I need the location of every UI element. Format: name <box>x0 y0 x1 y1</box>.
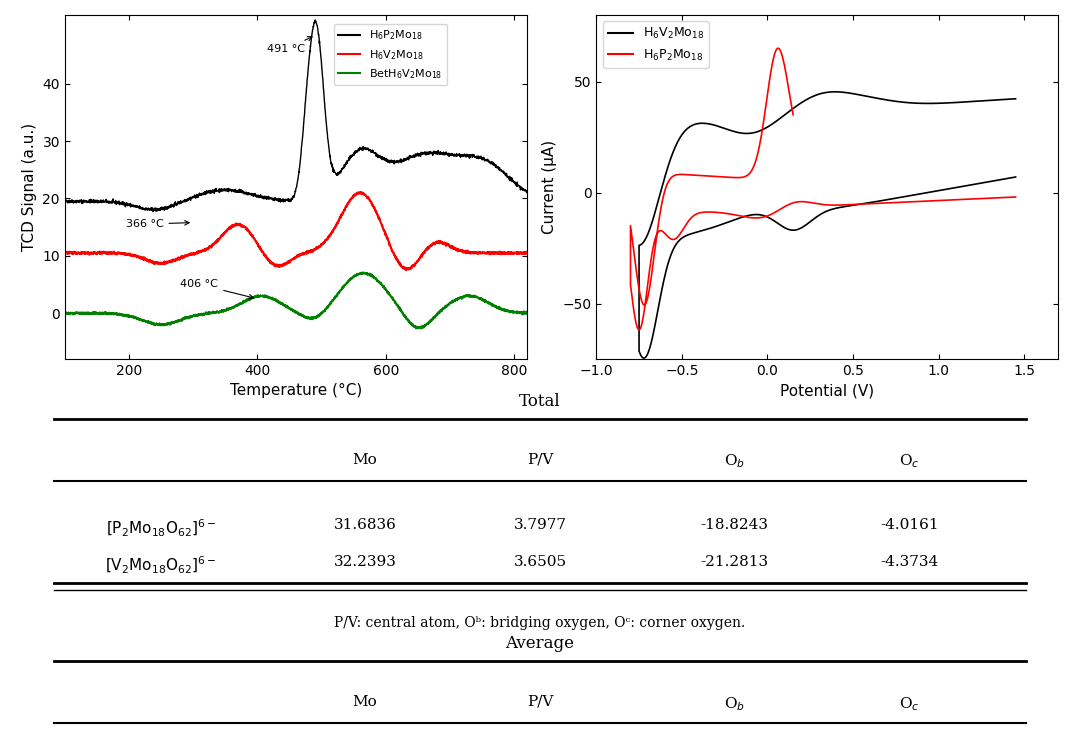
Text: O$_b$: O$_b$ <box>724 453 745 470</box>
Text: Total: Total <box>519 393 561 410</box>
Text: P/V: P/V <box>527 695 553 709</box>
Legend: $\mathrm{H_6P_2Mo_{18}}$, $\mathrm{H_6V_2Mo_{18}}$, $\mathrm{BetH_6V_2Mo_{18}}$: $\mathrm{H_6P_2Mo_{18}}$, $\mathrm{H_6V_… <box>334 24 447 85</box>
Text: $[\mathrm{V_2Mo_{18}O_{62}}]^{6-}$: $[\mathrm{V_2Mo_{18}O_{62}}]^{6-}$ <box>105 555 217 577</box>
Text: -18.8243: -18.8243 <box>701 518 768 532</box>
Text: P/V: P/V <box>527 453 553 467</box>
Text: P/V: central atom, Oᵇ: bridging oxygen, Oᶜ: corner oxygen.: P/V: central atom, Oᵇ: bridging oxygen, … <box>335 616 745 631</box>
Text: O$_c$: O$_c$ <box>900 695 919 713</box>
Text: -4.3734: -4.3734 <box>880 555 939 569</box>
Text: Mo: Mo <box>353 695 377 709</box>
Text: 32.2393: 32.2393 <box>334 555 396 569</box>
Text: 366 °C: 366 °C <box>125 219 189 229</box>
Text: Average: Average <box>505 635 575 652</box>
Text: 31.6836: 31.6836 <box>334 518 396 532</box>
Text: 3.7977: 3.7977 <box>513 518 567 532</box>
Text: -4.0161: -4.0161 <box>880 518 939 532</box>
Y-axis label: Current (μA): Current (μA) <box>542 140 556 234</box>
X-axis label: Potential (V): Potential (V) <box>780 384 875 399</box>
Text: 491 °C: 491 °C <box>267 37 312 55</box>
Text: O$_b$: O$_b$ <box>724 695 745 713</box>
Text: Mo: Mo <box>353 453 377 467</box>
Text: O$_c$: O$_c$ <box>900 453 919 470</box>
Y-axis label: TCD Signal (a.u.): TCD Signal (a.u.) <box>22 123 37 251</box>
Text: 406 °C: 406 °C <box>180 279 254 299</box>
Text: -21.2813: -21.2813 <box>700 555 769 569</box>
Legend: $\mathrm{H_6V_2Mo_{18}}$, $\mathrm{H_6P_2Mo_{18}}$: $\mathrm{H_6V_2Mo_{18}}$, $\mathrm{H_6P_… <box>603 21 708 67</box>
X-axis label: Temperature (°C): Temperature (°C) <box>230 384 362 399</box>
Text: 3.6505: 3.6505 <box>513 555 567 569</box>
Text: $[\mathrm{P_2Mo_{18}O_{62}}]^{6-}$: $[\mathrm{P_2Mo_{18}O_{62}}]^{6-}$ <box>106 518 216 539</box>
